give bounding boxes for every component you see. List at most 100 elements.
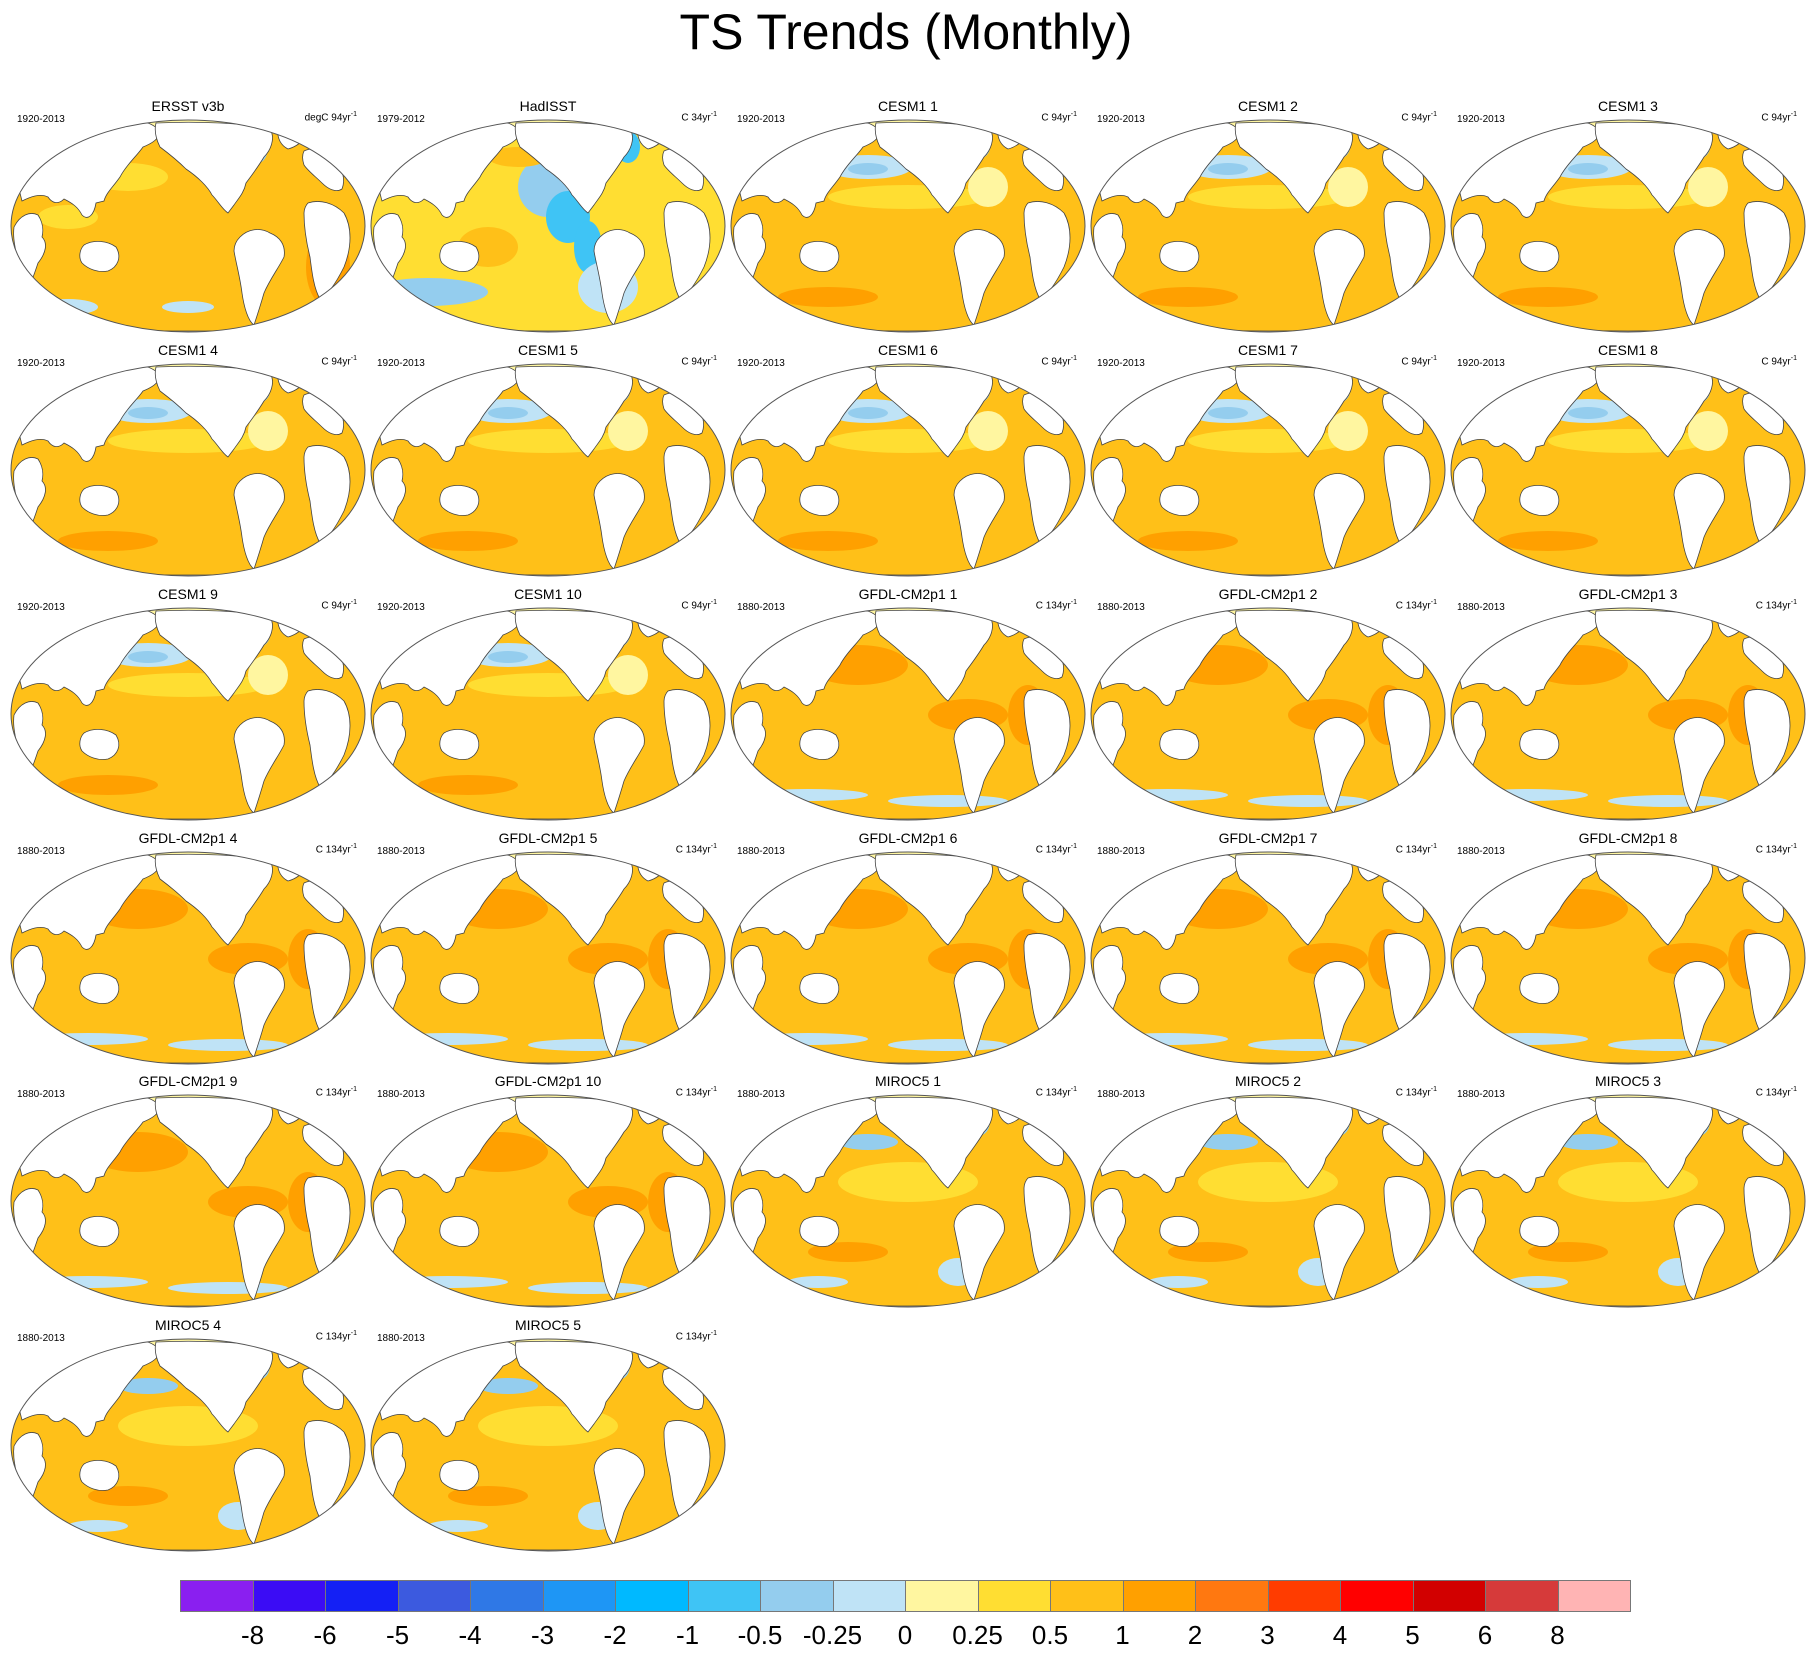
land-australia [79,973,120,1004]
world-map [730,119,1086,333]
land-samerica [233,1448,285,1545]
panel-units-text: C 94yr [1041,356,1071,368]
panel-units-text: C 134yr [1035,600,1071,612]
panel-units-exponent: -1 [1070,843,1077,850]
colorbar-box [905,1580,979,1612]
panel-units-exponent: -1 [350,1086,357,1093]
panel-period: 1920-2013 [1457,114,1505,125]
map-panel: MIROC5 1 1880-2013 C 134yr-1 [728,1072,1088,1310]
panel-units: C 134yr-1 [1036,597,1077,612]
panel-units-text: C 134yr [315,1087,351,1099]
map-outline [730,851,1086,1065]
panel-title: CESM1 7 [1238,342,1298,358]
land-australia [1519,973,1560,1004]
panel-units-text: C 94yr [681,356,711,368]
anomaly-region [1608,795,1728,807]
anomaly-region [888,795,1008,807]
anomaly-region [28,1033,148,1045]
panel-period: 1920-2013 [377,358,425,369]
land-samerica [1673,1204,1725,1301]
panel-period: 1880-2013 [737,846,785,857]
panel-title: HadISST [519,98,577,114]
map-panel: CESM1 5 1920-2013 C 94yr-1 [368,341,728,579]
colorbar-box [832,1580,906,1612]
panel-units-text: C 34yr [681,112,711,124]
map-panel: CESM1 4 1920-2013 C 94yr-1 [8,341,368,579]
world-map [370,119,726,333]
anomaly-region [371,278,488,306]
map-panel: MIROC5 5 1880-2013 C 134yr-1 [368,1316,728,1554]
map-outline [10,119,366,333]
land-australia [1519,485,1560,516]
panel-units-exponent: -1 [710,843,717,850]
anomaly-region [428,1520,488,1532]
panel-title: GFDL-CM2p1 7 [1218,830,1318,846]
panel-title: GFDL-CM2p1 1 [858,586,958,602]
land-australia [439,1216,480,1247]
panel-title: CESM1 9 [158,586,218,602]
anomaly-region [68,1520,128,1532]
land-samerica [593,1204,645,1301]
colorbar-box [470,1580,544,1612]
panel-units-text: C 94yr [321,600,351,612]
panel-title: GFDL-CM2p1 4 [138,830,238,846]
panel-units-text: C 134yr [675,1087,711,1099]
panel-title: CESM1 10 [514,586,582,602]
panel-units: C 134yr-1 [316,841,357,856]
land-australia [1519,1216,1560,1247]
panel-title: GFDL-CM2p1 8 [1578,830,1678,846]
map-outline [730,607,1086,821]
panel-title: MIROC5 2 [1234,1073,1302,1089]
map-outline [730,119,1086,333]
land-australia [439,729,480,760]
map-panel: GFDL-CM2p1 4 1880-2013 C 134yr-1 [8,829,368,1067]
panel-units: C 134yr-1 [1396,1084,1437,1099]
panel-period: 1920-2013 [737,358,785,369]
colorbar-label: 0.25 [952,1620,1003,1650]
panel-units-text: C 134yr [1395,600,1431,612]
panel-units-exponent: -1 [1790,599,1797,606]
panel-period: 1880-2013 [377,846,425,857]
world-map [1090,1094,1446,1308]
anomaly-region [418,775,518,795]
panel-units-exponent: -1 [710,599,717,606]
panel-units-exponent: -1 [1790,111,1797,118]
panel-units-text: C 94yr [1041,112,1071,124]
colorbar-box [252,1580,326,1612]
land-australia [79,1460,120,1491]
anomaly-region [968,411,1008,451]
panel-units: C 94yr-1 [1761,353,1797,368]
map-panel: GFDL-CM2p1 10 1880-2013 C 134yr-1 [368,1072,728,1310]
map-panel: GFDL-CM2p1 7 1880-2013 C 134yr-1 [1088,829,1448,1067]
map-panel: GFDL-CM2p1 6 1880-2013 C 134yr-1 [728,829,1088,1067]
panel-units: C 134yr-1 [1396,597,1437,612]
world-map [1450,119,1806,333]
anomaly-region [1558,1134,1618,1150]
map-panel: CESM1 3 1920-2013 C 94yr-1 [1448,97,1808,335]
anomaly-region [248,411,288,451]
anomaly-region [128,651,168,663]
land-australia [799,729,840,760]
panel-units-exponent: -1 [710,1086,717,1093]
colorbar-box [687,1580,761,1612]
land-samerica [593,229,645,326]
panel-units: C 134yr-1 [1036,841,1077,856]
panel-units-text: C 134yr [675,844,711,856]
panel-units: C 134yr-1 [1036,1084,1077,1099]
map-panel: GFDL-CM2p1 2 1880-2013 C 134yr-1 [1088,585,1448,823]
anomaly-region [1528,1242,1608,1262]
colorbar-label: 8 [1550,1620,1565,1650]
panel-units: C 94yr-1 [321,353,357,368]
panel-units-text: degC 94yr [304,112,351,124]
world-map [10,119,366,333]
panel-units-exponent: -1 [1790,843,1797,850]
panel-title: GFDL-CM2p1 10 [494,1073,602,1089]
panel-units-exponent: -1 [1070,355,1077,362]
land-samerica [233,229,285,326]
anomaly-region [1138,531,1238,551]
panel-units-text: C 94yr [1401,112,1431,124]
panel-units-text: C 94yr [1401,356,1431,368]
panel-period: 1920-2013 [1097,114,1145,125]
world-map [1450,851,1806,1065]
anomaly-region [748,1033,868,1045]
